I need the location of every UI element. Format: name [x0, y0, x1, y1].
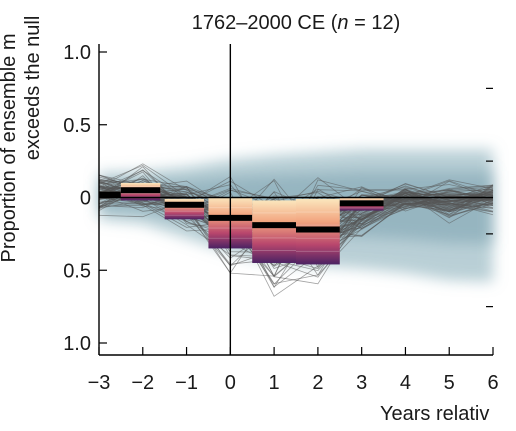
- x-axis-title: Years relativ: [380, 403, 489, 425]
- x-tick-label: 0: [225, 372, 236, 394]
- bar-mean-marker: [99, 191, 121, 198]
- chart-title: 1762–2000 CE (n = 12): [192, 12, 401, 34]
- x-tick-label: 6: [487, 372, 498, 394]
- y-tick-label: 0.5: [63, 260, 91, 282]
- y-tick-label: 1.0: [63, 42, 91, 64]
- y-axis-title-line2: exceeds the null: [22, 16, 44, 161]
- x-tick-label: −1: [175, 372, 198, 394]
- x-tick-label: −2: [131, 372, 154, 394]
- tick-labels: 1.0 0.5 0 0.5 1.0 −3 −2 −1 0 1 2 3 4 5 6: [63, 42, 498, 394]
- y-axis-title: Proportion of ensemble m exceeds the nul…: [0, 16, 44, 263]
- x-tick-label: 4: [400, 372, 411, 394]
- bar-mean-marker: [339, 200, 384, 207]
- bar-mean-marker: [164, 201, 205, 208]
- ensemble-member-line: [98, 189, 494, 285]
- bar-mean-marker: [252, 222, 296, 229]
- y-tick-label: 0.5: [63, 115, 91, 137]
- x-tick-label: 2: [312, 372, 323, 394]
- x-tick-label: −3: [88, 372, 111, 394]
- x-tick-label: 5: [444, 372, 455, 394]
- bar-range: [252, 200, 296, 263]
- y-tick-label: 1.0: [63, 333, 91, 355]
- bar-mean-marker: [296, 226, 340, 233]
- axes: [98, 44, 494, 356]
- y-tick-label: 0: [80, 188, 91, 210]
- x-tick-label: 3: [356, 372, 367, 394]
- y-axis-title-line1: Proportion of ensemble m: [0, 33, 20, 262]
- x-tick-label: 1: [269, 372, 280, 394]
- ensemble-mean-bars: [99, 182, 384, 265]
- bar-mean-marker: [120, 187, 161, 194]
